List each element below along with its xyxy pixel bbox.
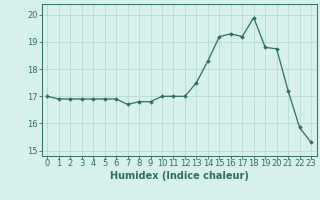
X-axis label: Humidex (Indice chaleur): Humidex (Indice chaleur): [110, 171, 249, 181]
